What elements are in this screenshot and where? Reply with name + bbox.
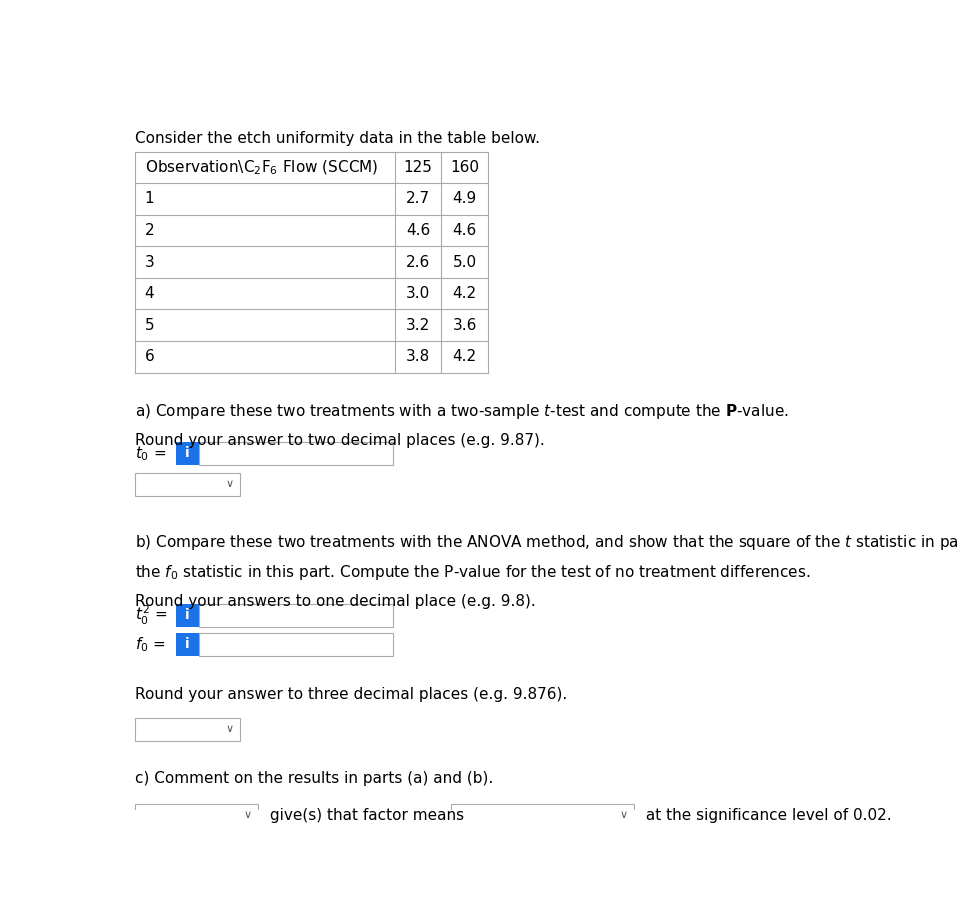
Text: 3.6: 3.6 (452, 318, 477, 333)
Text: a) Compare these two treatments with a two-sample $t$-test and compute the $\mat: a) Compare these two treatments with a t… (135, 402, 789, 420)
Text: ∨: ∨ (226, 480, 234, 490)
Text: c) Comment on the results in parts (a) and (b).: c) Comment on the results in parts (a) a… (135, 772, 493, 786)
Text: 3.8: 3.8 (406, 349, 430, 364)
Text: 3.2: 3.2 (406, 318, 430, 333)
Text: $t_0$ =: $t_0$ = (135, 444, 167, 463)
Text: Round your answer to three decimal places (e.g. 9.876).: Round your answer to three decimal place… (135, 687, 567, 702)
Text: 4.2: 4.2 (452, 286, 477, 301)
FancyBboxPatch shape (175, 603, 199, 627)
Text: 4.6: 4.6 (452, 223, 477, 238)
Text: 4.6: 4.6 (406, 223, 430, 238)
Text: ∨: ∨ (620, 810, 627, 820)
FancyBboxPatch shape (199, 603, 393, 627)
Text: b) Compare these two treatments with the ANOVA method, and show that the square : b) Compare these two treatments with the… (135, 532, 958, 551)
Text: ∨: ∨ (243, 810, 252, 820)
Text: ∨: ∨ (226, 724, 234, 734)
Text: 1: 1 (145, 191, 154, 207)
Text: Observation\C$_2$F$_6$ Flow (SCCM): Observation\C$_2$F$_6$ Flow (SCCM) (145, 158, 378, 177)
FancyBboxPatch shape (199, 442, 393, 465)
Text: 5.0: 5.0 (452, 255, 477, 269)
Text: 4: 4 (145, 286, 154, 301)
Text: i: i (185, 637, 190, 652)
Text: $t_0^2$ =: $t_0^2$ = (135, 603, 168, 627)
Text: 6: 6 (145, 349, 154, 364)
Text: 4.2: 4.2 (452, 349, 477, 364)
Text: 2: 2 (145, 223, 154, 238)
Text: i: i (185, 447, 190, 460)
Text: $f_0$ =: $f_0$ = (135, 635, 166, 653)
Text: 3.0: 3.0 (406, 286, 430, 301)
FancyBboxPatch shape (135, 717, 240, 741)
Text: the $f_0$ statistic in this part. Compute the P-value for the test of no treatme: the $f_0$ statistic in this part. Comput… (135, 563, 810, 582)
FancyBboxPatch shape (135, 472, 240, 496)
Text: Round your answer to two decimal places (e.g. 9.87).: Round your answer to two decimal places … (135, 432, 545, 448)
Text: give(s) that factor means: give(s) that factor means (265, 808, 465, 823)
Text: i: i (185, 608, 190, 622)
Text: 2.7: 2.7 (406, 191, 430, 207)
Text: at the significance level of 0.02.: at the significance level of 0.02. (641, 808, 892, 823)
Text: 160: 160 (450, 160, 479, 175)
FancyBboxPatch shape (199, 632, 393, 656)
FancyBboxPatch shape (175, 632, 199, 656)
Text: 5: 5 (145, 318, 154, 333)
Text: Round your answers to one decimal place (e.g. 9.8).: Round your answers to one decimal place … (135, 594, 536, 610)
Text: 3: 3 (145, 255, 154, 269)
Text: 2.6: 2.6 (406, 255, 430, 269)
Text: Consider the etch uniformity data in the table below.: Consider the etch uniformity data in the… (135, 131, 540, 146)
FancyBboxPatch shape (451, 804, 633, 827)
FancyBboxPatch shape (135, 804, 258, 827)
Text: 4.9: 4.9 (452, 191, 477, 207)
Text: 125: 125 (403, 160, 433, 175)
FancyBboxPatch shape (175, 442, 199, 465)
